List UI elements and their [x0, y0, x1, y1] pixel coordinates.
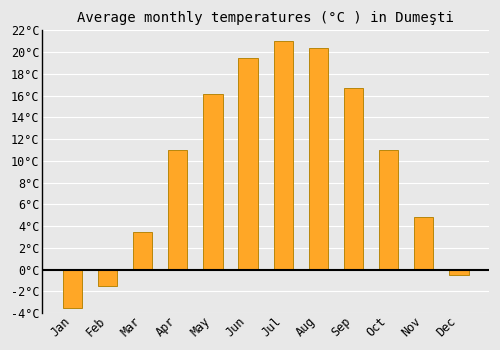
- Title: Average monthly temperatures (°C ) in Dumeşti: Average monthly temperatures (°C ) in Du…: [77, 11, 454, 25]
- Bar: [133, 232, 152, 270]
- Bar: [238, 58, 258, 270]
- Bar: [204, 93, 223, 270]
- Bar: [168, 150, 188, 270]
- Bar: [450, 270, 468, 275]
- Bar: [414, 217, 434, 270]
- Bar: [274, 41, 293, 270]
- Bar: [379, 150, 398, 270]
- Bar: [98, 270, 117, 286]
- Bar: [308, 48, 328, 270]
- Bar: [62, 270, 82, 308]
- Bar: [344, 88, 363, 270]
